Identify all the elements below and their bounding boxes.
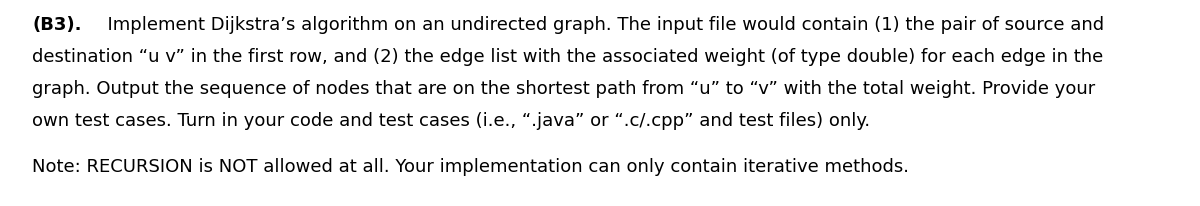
Text: Note: RECURSION is NOT allowed at all. Your implementation can only contain iter: Note: RECURSION is NOT allowed at all. Y… [32, 158, 910, 176]
Text: (B3).: (B3). [32, 16, 82, 34]
Text: Implement Dijkstra’s algorithm on an undirected graph. The input file would cont: Implement Dijkstra’s algorithm on an und… [96, 16, 1104, 34]
Text: graph. Output the sequence of nodes that are on the shortest path from “u” to “v: graph. Output the sequence of nodes that… [32, 80, 1096, 98]
Text: destination “u v” in the first row, and (2) the edge list with the associated we: destination “u v” in the first row, and … [32, 48, 1103, 66]
Text: own test cases. Turn in your code and test cases (i.e., “.java” or “.c/.cpp” and: own test cases. Turn in your code and te… [32, 112, 870, 130]
